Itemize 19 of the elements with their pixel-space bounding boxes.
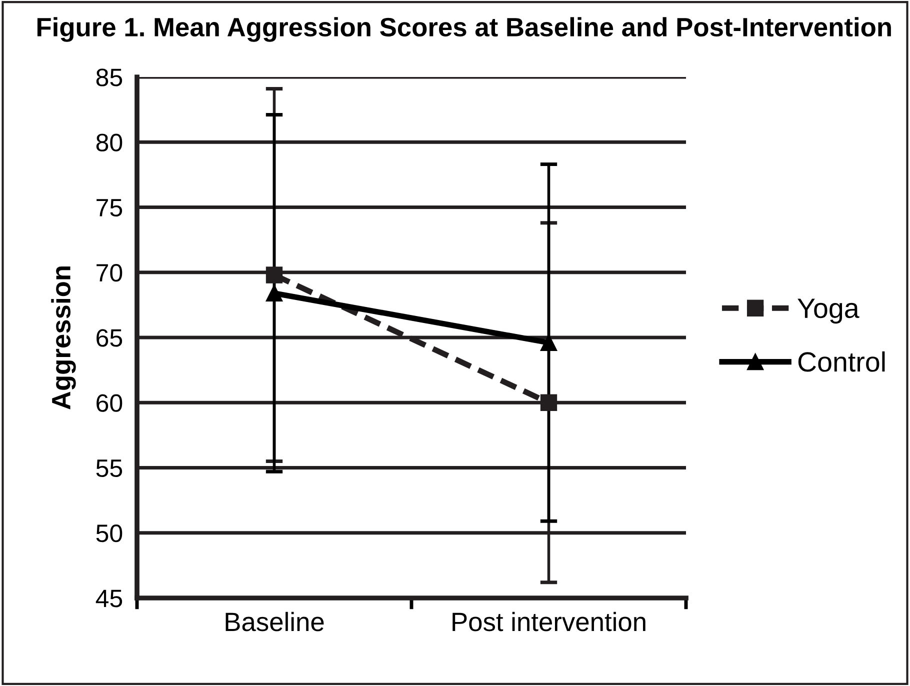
y-tick-label: 75 [96,199,122,217]
x-tick-label: Post intervention [452,612,646,632]
y-tick-label: 50 [96,524,122,542]
y-tick-label: 85 [96,68,122,86]
legend-label: Yoga [798,298,860,324]
chart-title: Figure 1. Mean Aggression Scores at Baseline and Post-Intervention [37,17,891,42]
point [540,394,558,411]
point [540,334,558,352]
point [266,284,283,302]
point [266,266,283,284]
legend-label: Control [798,351,885,372]
y-tick-label: 60 [96,394,122,412]
x-tick-label: Baseline [226,612,324,632]
y-axis-title: Aggression [51,266,76,410]
y-tick-label: 80 [96,134,122,152]
y-tick-label: 65 [96,329,122,347]
y-tick-label: 45 [96,590,122,608]
y-tick-label: 70 [96,264,122,282]
y-tick-label: 55 [96,460,122,478]
